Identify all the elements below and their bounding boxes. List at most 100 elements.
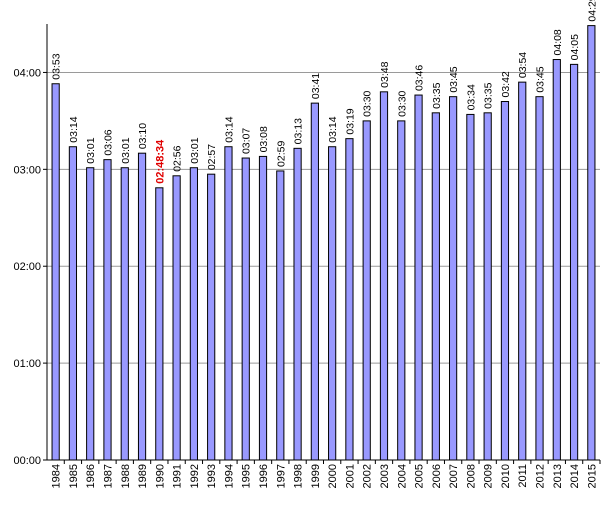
x-tick-label: 1990 [154,464,166,488]
data-label-2014: 04:05 [569,34,581,60]
data-label-2003: 03:48 [379,61,391,87]
x-tick-label: 2003 [379,464,391,488]
y-tick-label: 01:00 [13,358,41,370]
bar-2013 [552,59,561,461]
bar-1984 [51,83,60,461]
data-label-2009: 03:35 [483,82,495,108]
data-label-1998: 03:13 [293,118,305,144]
data-label-1991: 02:56 [172,145,184,171]
bar-2000 [328,146,337,461]
data-label-2011: 03:54 [517,52,529,78]
bar-1992 [189,167,198,461]
data-label-1990: 02:48:34 [154,139,166,184]
data-label-2013: 04:08 [552,29,564,55]
bar-2014 [569,63,579,461]
bar-2010 [500,101,510,461]
data-label-1992: 03:01 [189,137,201,163]
x-tick-label: 2015 [586,464,598,488]
bar-2003 [379,91,389,461]
data-label-2008: 03:34 [465,84,477,110]
data-label-1993: 02:57 [206,144,218,170]
x-tick-label: 2001 [344,464,356,488]
bar-1998 [293,147,302,461]
gridlines [47,71,600,364]
x-tick-label: 1995 [241,464,253,488]
bar-2015 [587,25,596,461]
x-tick-label: 1988 [120,464,132,488]
data-label-1997: 02:59 [275,141,287,167]
bar-1994 [224,146,233,461]
x-tick-label: 2009 [483,464,495,488]
data-label-1987: 03:06 [102,129,114,155]
bar-1995 [241,157,250,461]
data-label-2015: 04:29 [586,0,598,22]
data-label-1989: 03:10 [137,123,149,149]
data-label-1984: 03:53 [51,53,63,79]
data-label-2007: 03:45 [448,66,460,92]
data-label-2010: 03:42 [500,71,512,97]
x-tick-label: 1999 [310,464,322,488]
x-axis-ticks: 1984 1985 1986 1987 1988 1989 1990 1991 1992 1993… [51,460,601,488]
data-labels: 03:53 03:14 03:01 03:06 03:01 03:10 02:48:34 02… [51,0,599,184]
data-label-2001: 03:19 [344,108,356,134]
x-tick-label: 1985 [68,464,80,488]
bar-2004 [397,120,406,461]
bar-2007 [449,96,458,461]
y-tick-label: 03:00 [13,164,41,176]
data-label-1988: 03:01 [120,137,132,163]
data-label-2004: 03:30 [396,90,408,116]
bar-2005 [414,94,423,461]
y-tick-label: 04:00 [13,67,41,79]
bar-1989 [137,152,147,461]
bar-1997 [276,170,285,461]
x-tick-label: 2013 [552,464,564,488]
x-tick-label: 2004 [396,464,408,488]
bar-2012 [535,96,544,461]
x-tick-label: 2000 [327,464,339,488]
data-label-2002: 03:30 [362,90,374,116]
bar-1987 [103,159,112,461]
x-tick-label: 1987 [102,464,114,488]
x-tick-label: 2006 [431,464,443,488]
data-label-1995: 03:07 [241,128,253,154]
x-tick-label: 2008 [465,464,477,488]
x-tick-label: 1986 [85,464,97,488]
bars [51,25,596,461]
data-label-2005: 03:46 [414,65,426,91]
data-label-2012: 03:45 [535,66,547,92]
x-tick-label: 1998 [293,464,305,488]
axes [46,24,600,461]
x-tick-label: 2002 [362,464,374,488]
bar-1988 [120,167,129,461]
bar-1993 [207,173,216,461]
x-tick-label: 2007 [448,464,460,488]
x-tick-label: 2014 [569,464,581,488]
data-label-1996: 03:08 [258,126,270,152]
data-label-2000: 03:14 [327,116,339,142]
x-tick-label: 1984 [51,464,63,488]
y-tick-label: 02:00 [13,261,41,273]
bar-2008 [466,113,475,461]
y-axis-ticks: 00:00 01:00 02:00 03:00 04:00 [13,67,47,467]
x-tick-label: 1993 [206,464,218,488]
x-tick-label: 1994 [223,464,235,488]
data-label-1994: 03:14 [223,116,235,142]
data-label-1985: 03:14 [68,116,80,142]
x-tick-label: 2012 [535,464,547,488]
x-tick-label: 1996 [258,464,270,488]
x-tick-label: 2005 [414,464,426,488]
bar-2006 [431,112,440,461]
x-tick-label: 1997 [275,464,287,488]
bar-1990 [155,187,164,461]
bar-1991 [172,175,181,461]
x-tick-label: 1989 [137,464,149,488]
bar-2011 [518,81,527,461]
bar-1985 [68,146,78,461]
x-tick-label: 2010 [500,464,512,488]
data-label-1986: 03:01 [85,137,97,163]
x-tick-label: 2011 [517,464,529,488]
x-tick-label: 1991 [172,464,184,488]
bar-1999 [310,102,319,461]
bar-1986 [86,167,95,461]
